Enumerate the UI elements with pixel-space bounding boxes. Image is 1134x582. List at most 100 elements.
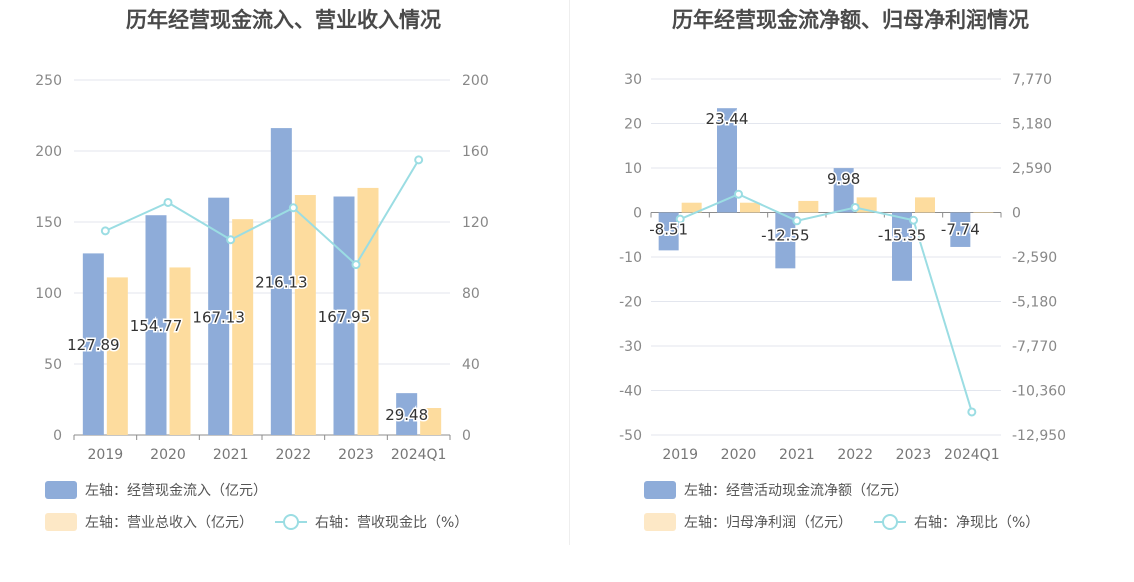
x-tick-label: 2023 [338,447,374,463]
y-left-tick-label: 30 [624,72,642,88]
x-tick-label: 2019 [662,447,698,463]
bar-cash-flow [396,393,418,435]
y-right-tick-label: 7,770 [1012,72,1052,88]
legend-item-revenue[interactable]: 左轴：营业总收入（亿元） [45,512,253,532]
line-point [351,260,361,270]
y-right-tick-label: -12,950 [1012,428,1066,444]
y-right-tick-label: 120 [462,215,489,231]
panel-divider [569,0,570,545]
bar-cash-flow [333,196,355,435]
legend-item-net-cash-ratio[interactable]: 右轴：净现比（%） [874,512,1039,532]
x-tick-label: 2024Q1 [391,447,447,463]
y-right-tick-label: 80 [462,286,480,302]
bar-data-label: -12.55 [761,227,809,245]
y-right-tick-label: -10,360 [1012,384,1066,400]
y-left-tick-label: 20 [624,117,642,133]
chart-plot-right: 30 20 10 0 -10 -20 -30 -40 -50 7,770 5,180 2,590 0 -2… [619,72,1066,463]
y-left-tick-label: -50 [619,428,642,444]
y-right-tick-label: 200 [462,73,489,89]
y-left-tick-label: 200 [35,144,62,160]
y-left-tick-label: 150 [35,215,62,231]
bar-profit-revenue [740,202,760,213]
bar-profit-revenue [420,408,442,435]
bar-cash-flow [833,168,854,213]
legend-item-cash-ratio[interactable]: 右轴：营收现金比（%） [275,512,468,532]
legend-swatch [45,481,77,499]
line-point [967,407,977,417]
legend-row-2: 左轴：归母净利润（亿元） 右轴：净现比（%） [644,512,1061,532]
x-tick-label: 2024Q1 [944,447,1000,463]
bar-profit-revenue [681,202,702,213]
bar-profit-revenue [106,277,128,435]
bar-data-label: 23.44 [706,110,749,128]
bar-data-label: -8.51 [649,221,688,239]
bar-cash-flow [892,212,912,281]
x-tick-label: 2022 [837,447,873,463]
legend-label: 左轴：经营活动现金流净额（亿元） [684,483,908,499]
legend-item-net-cash-flow[interactable]: 左轴：经营活动现金流净额（亿元） [644,480,908,500]
bar-cash-flow [145,215,167,435]
x-tick-label: 2020 [150,447,186,463]
bar-cash-flow [82,253,104,435]
line-point [675,214,685,224]
line-point [226,235,236,245]
y-left-tick-label: -20 [619,295,642,311]
bar-data-label: 127.89 [67,336,120,354]
y-left-tick-label: -10 [619,250,642,266]
bar-data-label: -15.35 [878,227,926,245]
legend-label: 左轴：营业总收入（亿元） [85,515,253,531]
x-tick-label: 2021 [779,447,815,463]
y-left-tick-label: 10 [624,161,642,177]
bar-profit-revenue [798,200,819,213]
legend-label: 右轴：营收现金比（%） [315,515,469,531]
legend-row-2: 左轴：营业总收入（亿元） 右轴：营收现金比（%） [45,512,490,532]
bar-cash-flow [950,212,971,247]
line-point [288,203,298,213]
bar-cash-flow [208,197,230,435]
bar-profit-revenue [915,197,935,213]
y-right-tick-label: -2,590 [1012,250,1057,266]
y-left-tick-label: 100 [35,286,62,302]
y-right-tick-label: 2,590 [1012,161,1052,177]
bar-data-label: 9.98 [827,170,860,188]
y-left-tick-label: -40 [619,384,642,400]
legend-item-cash-inflow[interactable]: 左轴：经营现金流入（亿元） [45,480,267,500]
legend-row-1: 左轴：经营活动现金流净额（亿元） [644,480,930,500]
line-series-ratio [679,193,973,413]
bar-data-label: 216.13 [255,274,308,292]
legend-line-icon [275,513,307,531]
line-point [414,155,424,165]
legend-label: 右轴：净现比（%） [914,515,1040,531]
y-right-tick-label: 5,180 [1012,117,1052,133]
legend-swatch [644,481,676,499]
bar-profit-revenue [357,187,379,435]
bar-profit-revenue [973,212,994,213]
line-point [163,197,173,207]
y-right-tick-label: 40 [462,357,480,373]
y-left-tick-label: 250 [35,73,62,89]
y-right-tick-label: -5,180 [1012,295,1057,311]
legend-row-1: 左轴：经营现金流入（亿元） [45,480,289,500]
chart-title: 历年经营现金流入、营业收入情况 [126,8,441,32]
chart-panel-right: 历年经营现金流净额、归母净利润情况 30 20 10 0 -10 -20 -30 -40 -50… [567,0,1134,582]
chart-plot-left: 0 50 100 150 200 250 0 40 80 120 160 200 2019 2020 202… [35,73,489,463]
y-left-tick-label: 0 [53,428,62,444]
legend-line-icon [874,513,906,531]
bar-cash-flow [270,128,292,435]
y-left-tick-label: 50 [44,357,62,373]
bar-cash-flow [717,108,737,213]
bar-cash-flow [658,212,679,251]
y-left-tick-label: 0 [633,206,642,222]
bar-cash-flow [775,212,796,269]
line-point [734,189,743,199]
bar-data-label: 167.95 [318,308,371,326]
bar-data-label: -7.74 [941,221,980,239]
line-point [792,216,802,226]
x-tick-label: 2021 [213,447,249,463]
y-right-tick-label: 0 [462,428,471,444]
legend-item-net-profit[interactable]: 左轴：归母净利润（亿元） [644,512,852,532]
chart-panel-left: 历年经营现金流入、营业收入情况 0 50 100 150 200 250 0 40 80 120 1… [35,8,490,532]
legend-label: 左轴：归母净利润（亿元） [684,515,852,531]
bar-data-label: 154.77 [130,317,183,335]
line-point [909,215,918,225]
